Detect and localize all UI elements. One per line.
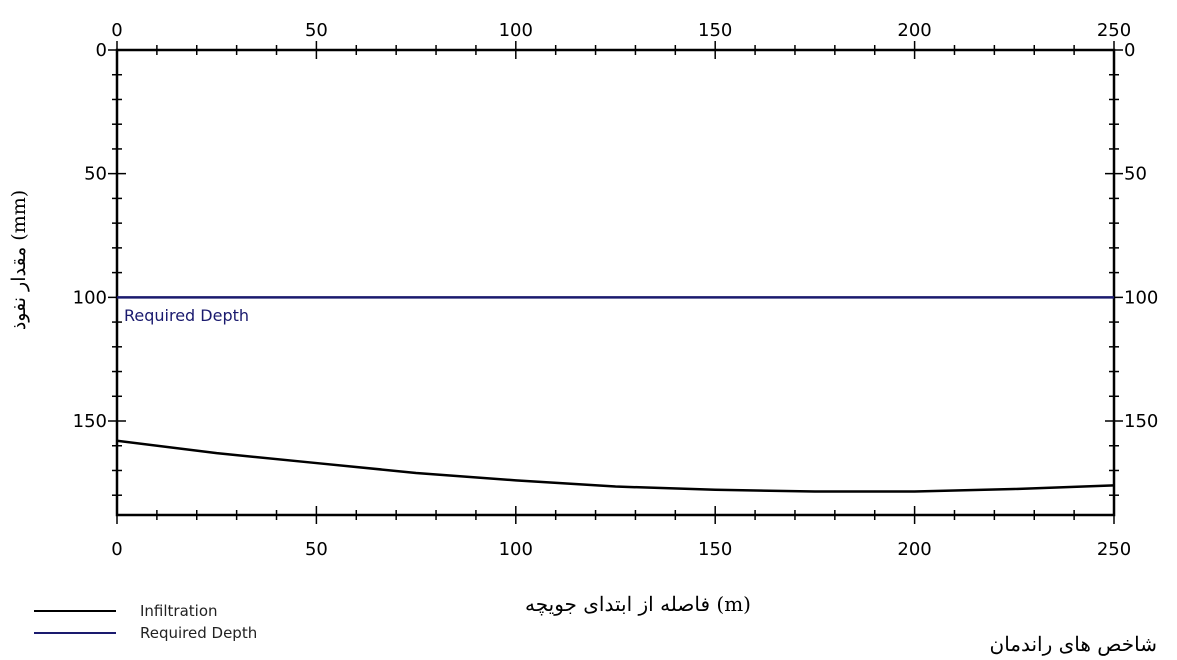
- x-tick-label-top: 250: [1097, 20, 1131, 41]
- legend-item-required-depth: Required Depth: [34, 622, 257, 644]
- legend-swatch-infiltration: [34, 610, 116, 612]
- y-tick-label-left: 0: [96, 40, 107, 61]
- required-depth-annotation: Required Depth: [124, 306, 250, 325]
- x-tick-label-top: 150: [698, 20, 732, 41]
- x-tick-label-bottom: 150: [698, 539, 732, 560]
- x-tick-label-bottom: 0: [111, 539, 122, 560]
- legend-label-required-depth: Required Depth: [140, 624, 258, 642]
- series-line-infiltration: [116, 439, 1115, 493]
- x-tick-label-top: 50: [305, 20, 328, 41]
- legend-item-infiltration: Infiltration: [34, 600, 257, 622]
- plot-frame: [115, 48, 1116, 517]
- x-tick-label-bottom: 200: [897, 539, 931, 560]
- legend-label-infiltration: Infiltration: [140, 602, 218, 620]
- y-tick-label-left: 150: [73, 411, 107, 432]
- x-tick-label-top: 100: [499, 20, 533, 41]
- y-axis-label: مقدار نفوذ (mm): [8, 189, 30, 331]
- x-tick-label-top: 0: [111, 20, 122, 41]
- y-tick-label-right: 0: [1124, 40, 1135, 61]
- x-tick-label-bottom: 50: [305, 539, 328, 560]
- y-tick-label-right: 50: [1124, 164, 1147, 185]
- y-tick-label-left: 100: [73, 287, 107, 308]
- caption: شاخص های راندمان: [989, 632, 1158, 656]
- x-tick-label-top: 200: [897, 20, 931, 41]
- x-tick-label-bottom: 100: [499, 539, 533, 560]
- y-tick-label-right: 100: [1124, 287, 1158, 308]
- x-tick-label-bottom: 250: [1097, 539, 1131, 560]
- legend: Infiltration Required Depth: [34, 600, 257, 644]
- legend-swatch-required-depth: [34, 632, 116, 634]
- y-tick-label-left: 50: [84, 164, 107, 185]
- y-tick-label-right: 150: [1124, 411, 1158, 432]
- x-axis-label: فاصله از ابتدای جویچه (m): [525, 592, 751, 616]
